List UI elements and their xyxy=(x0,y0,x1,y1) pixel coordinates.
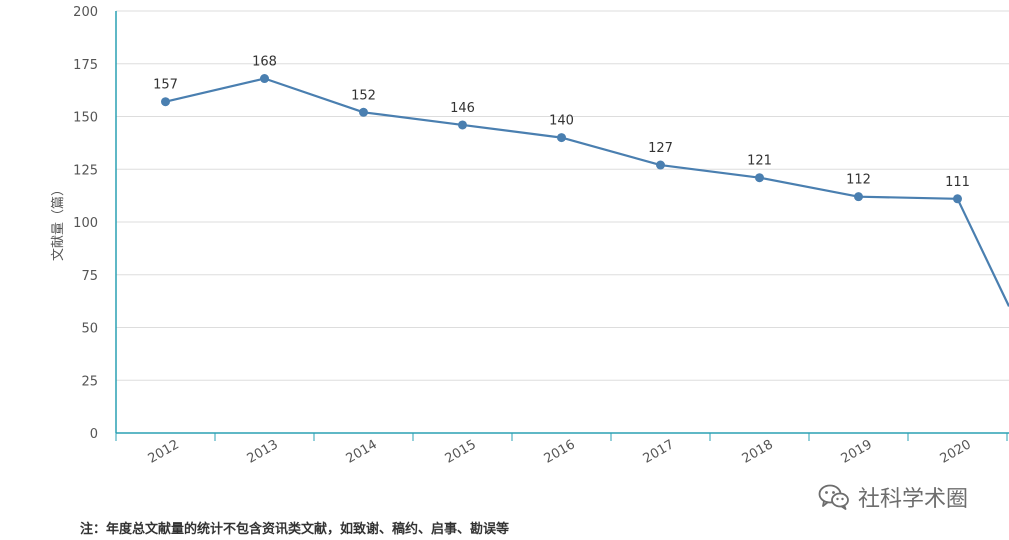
data-point xyxy=(359,107,368,117)
data-label: 121 xyxy=(747,154,772,169)
y-tick-label: 50 xyxy=(81,322,98,337)
x-tick-label: 2019 xyxy=(839,437,875,467)
x-tick-label: 2020 xyxy=(938,437,974,467)
data-point xyxy=(755,173,764,183)
footnote: 注：年度总文献量的统计不包含资讯类文献，如致谢、稿约、启事、勘误等 xyxy=(80,522,510,537)
data-point xyxy=(161,97,170,107)
y-tick-label: 100 xyxy=(73,216,98,231)
watermark-text: 社科学术圈 xyxy=(858,487,969,512)
data-labels: 157 168 152 146 140 127 121 112 111 xyxy=(153,55,970,190)
x-tick-labels: 2012 2013 2014 2015 2016 2017 2018 2019 2020 xyxy=(146,437,974,467)
y-tick-labels: 0 25 50 75 100 125 150 175 200 xyxy=(73,5,98,442)
data-point xyxy=(953,194,962,204)
x-tick-label: 2018 xyxy=(740,437,776,467)
data-label: 111 xyxy=(945,175,970,190)
watermark: 社科学术圈 xyxy=(818,481,968,513)
data-label: 146 xyxy=(450,101,475,116)
y-tick-label: 0 xyxy=(90,427,98,442)
y-tick-label: 75 xyxy=(81,269,98,284)
data-label: 157 xyxy=(153,78,178,93)
data-points xyxy=(161,74,962,204)
x-tick-label: 2012 xyxy=(146,437,182,467)
wechat-icon xyxy=(818,484,849,510)
axes xyxy=(115,11,1009,441)
y-axis-label: 文献量（篇） xyxy=(51,183,66,261)
data-label: 140 xyxy=(549,114,574,129)
y-tick-label: 150 xyxy=(73,111,98,126)
x-tick-label: 2015 xyxy=(443,437,479,467)
data-point xyxy=(656,160,665,170)
data-label: 168 xyxy=(252,55,277,70)
x-tick-label: 2016 xyxy=(542,437,578,467)
y-tick-label: 175 xyxy=(73,58,98,73)
x-tick-label: 2014 xyxy=(344,437,380,467)
data-point xyxy=(854,192,863,202)
data-label: 127 xyxy=(648,141,673,156)
y-tick-label: 125 xyxy=(73,163,98,178)
grid-lines xyxy=(116,10,1009,381)
series-line xyxy=(165,77,1009,307)
data-label: 152 xyxy=(351,88,376,103)
data-point xyxy=(458,120,467,130)
x-tick-label: 2017 xyxy=(641,437,677,467)
y-tick-label: 200 xyxy=(73,5,98,20)
data-point xyxy=(260,74,269,84)
data-label: 112 xyxy=(846,173,871,188)
x-tick-label: 2013 xyxy=(245,437,281,467)
series-line-path xyxy=(165,77,1009,307)
data-point xyxy=(557,133,566,143)
y-tick-label: 25 xyxy=(81,374,98,389)
